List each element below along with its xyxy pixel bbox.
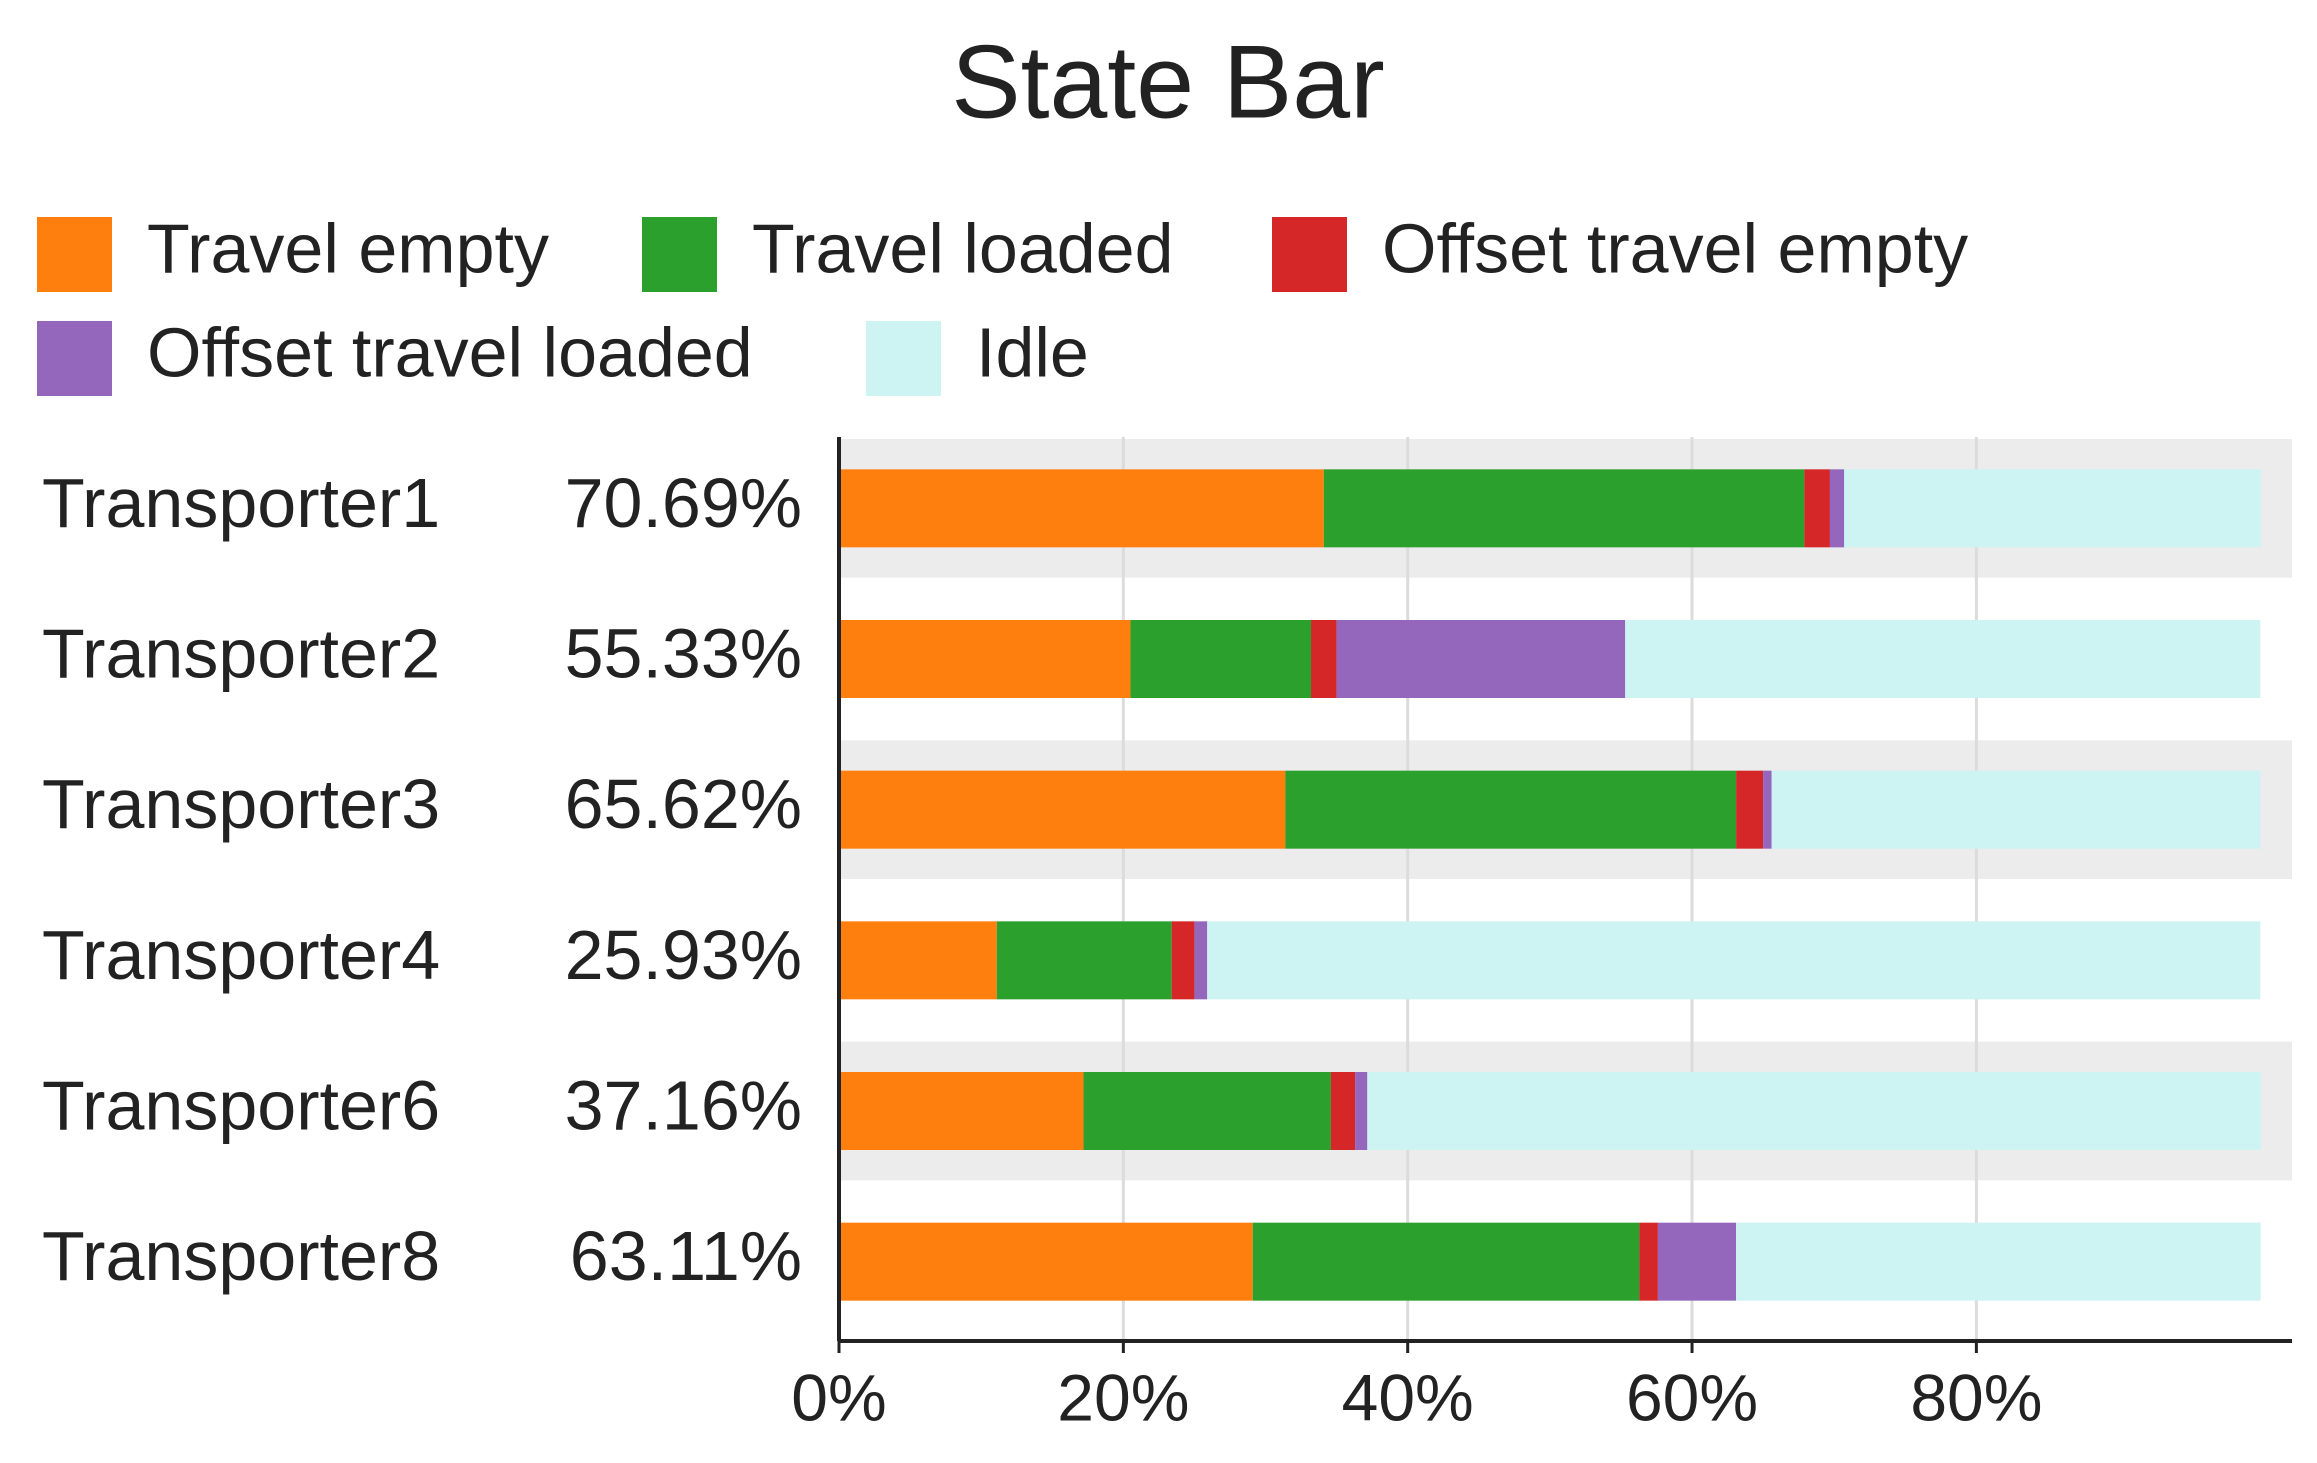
bar-segment [1367, 1072, 2261, 1150]
legend-label: Offset travel loaded [147, 313, 753, 391]
y-tick-label: Transporter8 [42, 1217, 440, 1295]
y-tick-label: Transporter2 [42, 614, 440, 692]
x-tick-label: 0% [791, 1360, 886, 1434]
bar-segment [1171, 921, 1195, 1000]
x-tick-label: 60% [1626, 1360, 1758, 1434]
bar-segment [1639, 1222, 1658, 1301]
total-label: 55.33% [565, 614, 802, 692]
y-tick-label: Transporter6 [42, 1066, 440, 1144]
legend-swatch [642, 217, 717, 292]
bar-segment [1330, 1072, 1356, 1150]
bar-segment [1083, 1072, 1331, 1150]
bar-segment [839, 469, 1324, 548]
bar-segment [1194, 921, 1208, 1000]
y-tick-label: Transporter3 [42, 765, 440, 843]
total-label: 65.62% [565, 765, 802, 843]
y-tick-label: Transporter1 [42, 464, 440, 542]
bar-segment [1657, 1222, 1737, 1301]
bar-segment [1207, 921, 2261, 1000]
bar-segment [839, 1222, 1253, 1301]
bar-segment [839, 620, 1131, 698]
bar-segment [1336, 620, 1626, 698]
bar-segment [1736, 1222, 2261, 1301]
bar-segment [1323, 469, 1805, 548]
bar-segment [1829, 469, 1845, 548]
chart-title: State Bar [951, 24, 1385, 140]
y-tick-label: Transporter4 [42, 916, 440, 994]
total-label: 25.93% [565, 916, 802, 994]
total-label: 63.11% [570, 1217, 802, 1295]
bar-segment [996, 921, 1172, 1000]
bar-segment [1771, 770, 2261, 849]
legend-swatch [1272, 217, 1347, 292]
legend-label: Travel empty [147, 209, 549, 287]
bar-segment [1625, 620, 2261, 698]
bar-segment [1130, 620, 1312, 698]
legend-swatch [866, 321, 941, 396]
bar-segment [1252, 1222, 1640, 1301]
legend-swatch [37, 321, 112, 396]
bar-segment [1804, 469, 1830, 548]
bar-segment [1763, 770, 1772, 849]
bar-segment [1285, 770, 1737, 849]
bar-segment [839, 921, 997, 1000]
bar-segment [1311, 620, 1337, 698]
total-label: 70.69% [565, 464, 802, 542]
bar-segment [1844, 469, 2261, 548]
legend-label: Travel loaded [752, 209, 1174, 287]
bar-segment [839, 770, 1286, 849]
x-tick-label: 80% [1910, 1360, 2042, 1434]
total-label: 37.16% [565, 1066, 802, 1144]
bar-segment [839, 1072, 1084, 1150]
legend-label: Offset travel empty [1382, 209, 1968, 287]
bar-segment [1355, 1072, 1368, 1150]
legend-swatch [37, 217, 112, 292]
x-tick-label: 40% [1342, 1360, 1474, 1434]
legend-label: Idle [976, 313, 1089, 391]
bar-segment [1736, 770, 1764, 849]
x-tick-label: 20% [1057, 1360, 1189, 1434]
